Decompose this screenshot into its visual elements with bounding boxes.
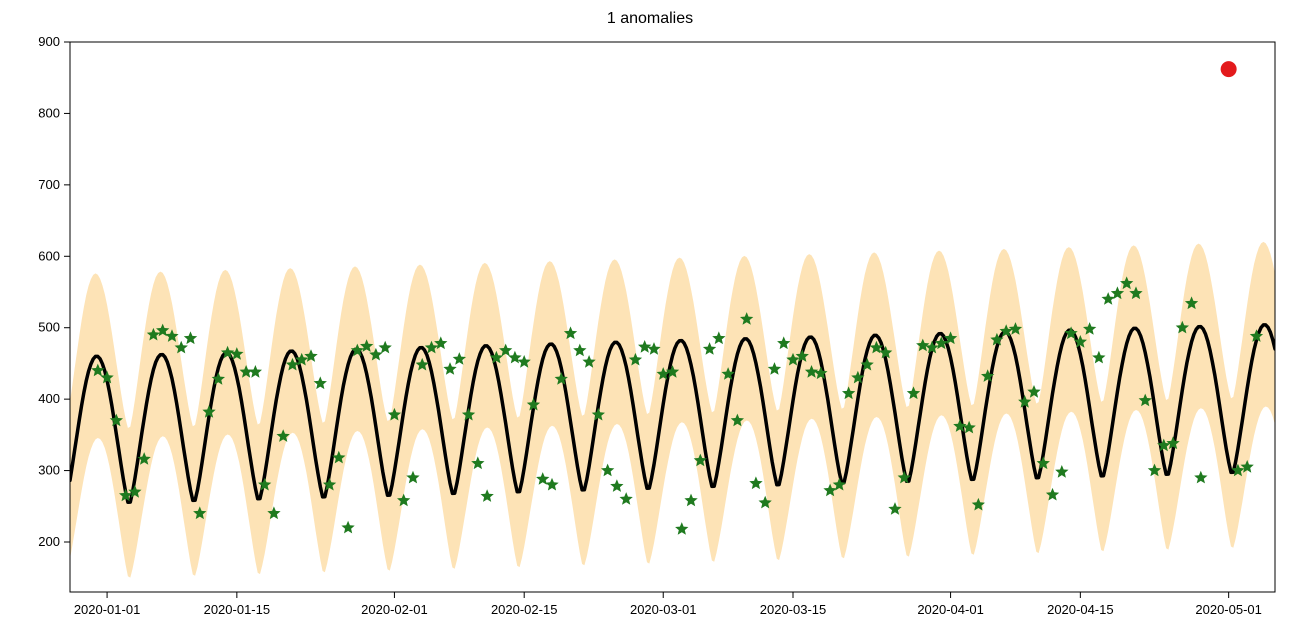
data-point <box>749 476 762 489</box>
y-tick-label: 900 <box>38 34 60 49</box>
data-point <box>1102 292 1115 305</box>
x-tick-label: 2020-01-01 <box>74 602 141 617</box>
x-tick-label: 2020-04-01 <box>917 602 984 617</box>
y-tick-label: 200 <box>38 534 60 549</box>
x-tick-label: 2020-02-15 <box>491 602 558 617</box>
data-point <box>703 342 716 355</box>
data-point <box>1092 351 1105 364</box>
data-point <box>712 331 725 344</box>
data-point <box>341 521 354 534</box>
data-point <box>647 342 660 355</box>
x-tick-label: 2020-03-01 <box>630 602 697 617</box>
data-point <box>601 464 614 477</box>
data-point <box>620 492 633 505</box>
chart-container: 1 anomalies 200 300 400 500 600 700 800 900 2020… <box>10 10 1290 630</box>
data-point <box>675 522 688 535</box>
confidence-band <box>70 242 1275 578</box>
y-tick-label: 400 <box>38 391 60 406</box>
data-point <box>684 494 697 507</box>
x-tick-label: 2020-05-01 <box>1195 602 1262 617</box>
data-point <box>443 362 456 375</box>
y-tick-label: 600 <box>38 248 60 263</box>
anomaly-chart: 200 300 400 500 600 700 800 900 2020-01-01 2020-0… <box>10 32 1290 632</box>
data-point <box>573 344 586 357</box>
y-tick-label: 500 <box>38 320 60 335</box>
data-point <box>545 478 558 491</box>
data-point <box>610 479 623 492</box>
data-point <box>777 336 790 349</box>
x-tick-label: 2020-01-15 <box>204 602 271 617</box>
x-tick-label: 2020-02-01 <box>361 602 428 617</box>
data-point <box>638 340 651 353</box>
y-tick-label: 300 <box>38 463 60 478</box>
data-point <box>249 365 262 378</box>
x-tick-label: 2020-04-15 <box>1047 602 1114 617</box>
data-point <box>184 331 197 344</box>
data-point <box>314 376 327 389</box>
x-tick-label: 2020-03-15 <box>760 602 827 617</box>
data-point <box>768 362 781 375</box>
y-tick-label: 700 <box>38 177 60 192</box>
data-point <box>379 341 392 354</box>
data-point <box>481 489 494 502</box>
data-point <box>1055 465 1068 478</box>
data-point <box>1194 471 1207 484</box>
chart-title: 1 anomalies <box>10 10 1290 28</box>
data-point <box>406 471 419 484</box>
anomaly-point <box>1221 61 1237 77</box>
y-tick-label: 800 <box>38 105 60 120</box>
